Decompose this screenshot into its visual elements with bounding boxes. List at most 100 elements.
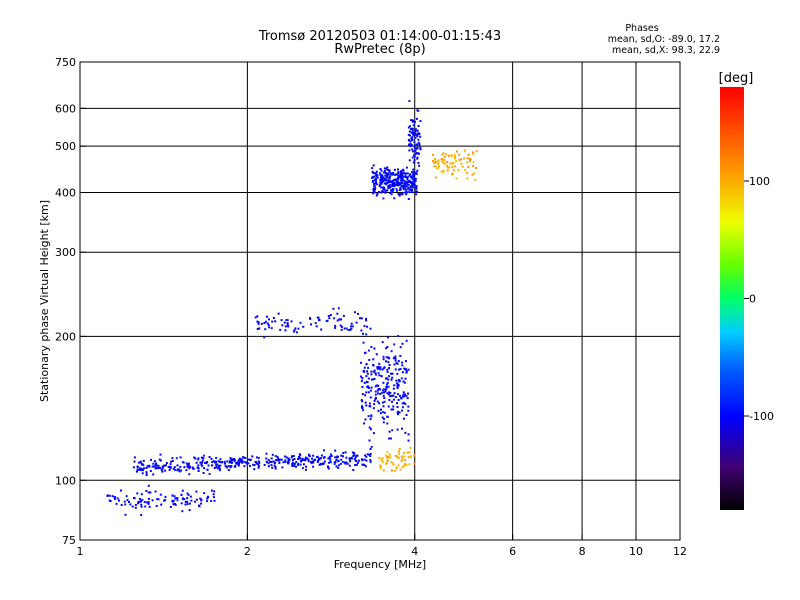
- data-point: [183, 498, 186, 501]
- data-point: [367, 391, 370, 394]
- data-point: [351, 451, 354, 454]
- data-point: [397, 464, 400, 467]
- data-point: [214, 460, 217, 463]
- data-point: [265, 457, 268, 460]
- data-point: [378, 191, 380, 193]
- data-point: [155, 505, 158, 507]
- data-point: [403, 381, 406, 384]
- data-point: [385, 377, 387, 380]
- data-point: [414, 149, 417, 152]
- data-point: [372, 189, 375, 192]
- data-point: [238, 462, 240, 465]
- data-point: [398, 450, 400, 453]
- data-point: [287, 325, 290, 328]
- data-point: [343, 461, 346, 464]
- x-axis-ticks: 1 2 4 6 8 10 12: [77, 534, 687, 558]
- data-point: [283, 321, 286, 324]
- data-point: [145, 501, 148, 504]
- data-point: [363, 381, 366, 384]
- data-point: [348, 464, 351, 467]
- phase-box-header: Phases: [625, 23, 658, 34]
- data-point: [454, 165, 457, 168]
- data-point: [379, 388, 381, 391]
- data-point: [441, 157, 444, 160]
- data-point: [364, 394, 367, 397]
- data-point: [286, 461, 289, 464]
- data-point: [407, 138, 410, 141]
- data-point: [194, 457, 197, 460]
- data-point: [208, 472, 211, 475]
- data-point: [221, 461, 224, 464]
- data-point: [280, 319, 283, 321]
- data-point: [397, 168, 399, 171]
- data-point: [468, 157, 471, 160]
- data-point: [234, 464, 237, 467]
- data-point: [411, 148, 414, 151]
- data-point: [388, 453, 391, 456]
- data-point: [392, 173, 395, 176]
- data-point: [159, 459, 162, 462]
- data-point: [369, 452, 372, 455]
- data-point: [197, 457, 200, 460]
- data-point: [178, 470, 181, 473]
- data-point: [408, 174, 411, 177]
- data-point: [320, 328, 323, 331]
- data-point: [372, 407, 375, 410]
- data-point: [369, 418, 372, 421]
- data-point: [375, 384, 378, 387]
- data-point: [321, 462, 324, 465]
- data-point: [257, 466, 260, 469]
- data-point: [215, 465, 218, 468]
- data-point: [139, 460, 142, 463]
- data-point: [411, 174, 414, 177]
- data-point: [149, 491, 152, 494]
- data-point: [380, 173, 383, 176]
- data-point: [230, 461, 233, 464]
- data-point: [388, 170, 391, 173]
- data-point: [165, 462, 168, 464]
- data-point: [388, 430, 391, 433]
- data-point: [202, 472, 205, 474]
- data-point: [373, 347, 376, 350]
- data-point: [299, 321, 302, 324]
- data-point: [413, 145, 416, 148]
- data-point: [180, 493, 183, 496]
- data-point: [140, 467, 143, 470]
- data-point: [286, 323, 289, 326]
- data-point: [404, 360, 407, 363]
- data-point: [401, 179, 404, 182]
- data-point: [397, 399, 400, 401]
- data-point: [396, 428, 399, 431]
- data-point: [285, 456, 288, 459]
- data-point: [370, 370, 373, 373]
- y-tick-label: 200: [55, 330, 76, 343]
- data-point: [369, 459, 372, 462]
- data-point: [378, 402, 381, 405]
- data-point: [140, 505, 143, 508]
- data-point: [146, 465, 149, 468]
- data-point: [244, 461, 247, 464]
- data-point: [314, 322, 317, 325]
- data-point: [329, 314, 332, 317]
- data-point: [302, 325, 305, 328]
- data-point: [401, 458, 404, 461]
- data-point: [374, 177, 377, 180]
- data-point: [205, 462, 208, 465]
- data-point: [386, 173, 389, 176]
- data-point: [230, 465, 232, 468]
- data-point: [147, 497, 150, 500]
- data-point: [255, 462, 258, 465]
- data-point: [154, 467, 157, 470]
- data-point: [411, 144, 414, 147]
- data-point: [409, 134, 411, 137]
- data-point: [144, 505, 147, 508]
- data-point: [419, 148, 422, 151]
- data-point: [381, 401, 384, 404]
- data-point: [235, 462, 238, 465]
- data-point: [438, 165, 440, 168]
- data-point: [382, 358, 385, 361]
- data-point: [344, 462, 347, 465]
- data-point: [269, 460, 271, 463]
- data-point: [180, 502, 183, 505]
